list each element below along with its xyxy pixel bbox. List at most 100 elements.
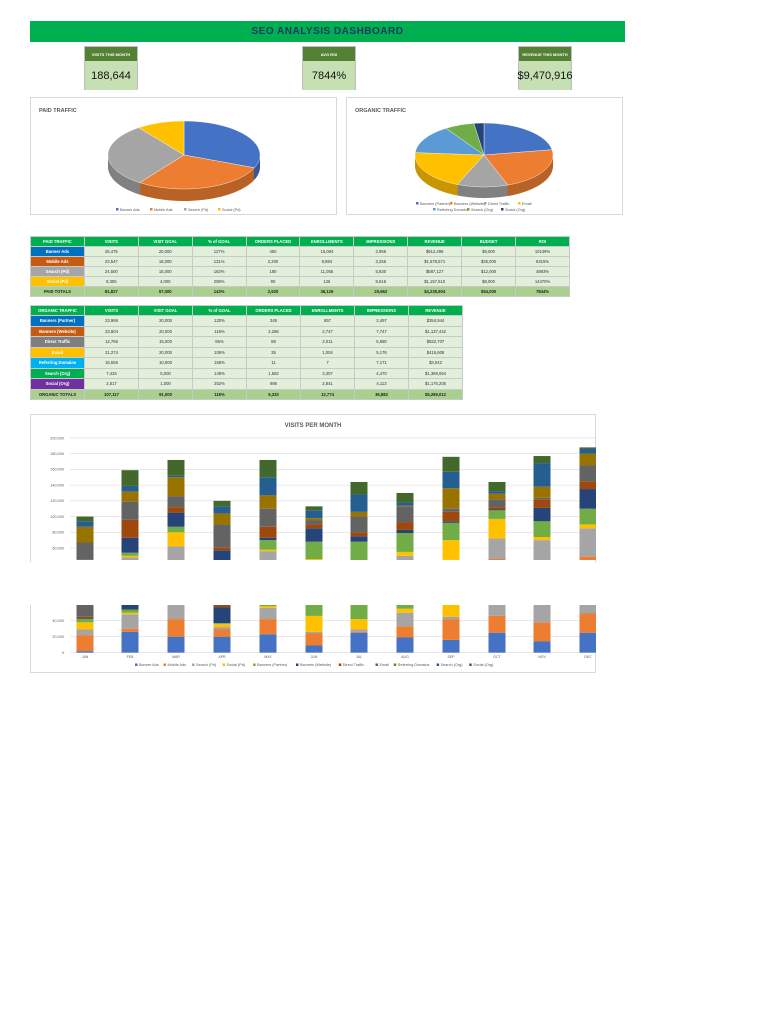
bar-segment-direct-traffic (305, 524, 323, 529)
table-cell: 9,864 (299, 256, 355, 267)
table-cell: 1,004 (300, 346, 355, 358)
bar-segment-banners-website- (121, 537, 139, 553)
legend-label: Banner Ads (120, 208, 140, 212)
kpi-visits-this-month: VISITS THIS MONTH 188,644 (84, 46, 138, 90)
table-cell: 5,680 (354, 336, 409, 348)
legend-swatch (135, 663, 138, 666)
table-cell: 15,556 (84, 357, 139, 369)
bar-segment-social-pd- (396, 551, 414, 556)
kpi-value: 7844% (303, 61, 355, 90)
table-cell: 2,200 (245, 256, 301, 267)
bar-segment-search-pd- (259, 607, 277, 620)
y-tick-label: 0 (62, 651, 64, 655)
table-cell: 20,000 (138, 315, 193, 327)
bar-segment-mobile-ads (396, 626, 414, 638)
table-cell: 118% (192, 388, 247, 400)
bar-segment-banners-website- (167, 512, 185, 527)
bar-segment-direct-traffic (213, 547, 231, 551)
legend-swatch (433, 208, 436, 211)
row-label: Direct Traffic (30, 336, 85, 348)
table-cell: 127% (191, 246, 247, 257)
bar-segment-banners-partner- (167, 526, 185, 533)
legend-swatch (222, 663, 226, 666)
bar-segment-social-org- (76, 516, 94, 522)
legend-swatch (192, 663, 195, 666)
table-cell: 8,616 (353, 276, 409, 287)
table-cell: $1,578,671 (407, 256, 463, 267)
y-tick-label: 20,000 (52, 635, 64, 639)
bar-segment-search-org- (350, 494, 368, 512)
bar-segment-banner-ads (442, 639, 460, 653)
bar-segment-referring-domains (167, 477, 185, 497)
bar-segment-search-pd- (396, 555, 414, 560)
column-header: ROI (515, 236, 570, 247)
legend-swatch (375, 663, 378, 666)
row-label: Banners (Website) (30, 325, 85, 337)
table-cell: $3,042 (408, 357, 463, 369)
bar-segment-mobile-ads (121, 628, 139, 632)
bar-segment-email (396, 506, 414, 523)
bar-segment-banners-partner- (350, 541, 368, 560)
legend-swatch (484, 202, 487, 205)
bar-segment-email (442, 508, 460, 512)
bar-segment-email (76, 542, 94, 560)
bar-segment-banners-partner- (259, 605, 277, 607)
bar-segment-direct-traffic (213, 605, 231, 608)
legend-label: Mobile Ads (154, 208, 173, 212)
column-header: % of GOAL (191, 236, 247, 247)
x-tick-label: MAR (172, 655, 180, 659)
bar-segment-banners-website- (305, 528, 323, 542)
bar-segment-mobile-ads (76, 635, 94, 652)
bar-segment-search-org- (396, 502, 414, 506)
table-cell: $1,157,610 (407, 276, 463, 287)
table-cell: 91,000 (138, 388, 193, 400)
bar-segment-banners-website- (350, 536, 368, 542)
bar-segment-mobile-ads (579, 613, 596, 633)
bar-segment-referring-domains (488, 493, 506, 500)
x-tick-label: DEC (584, 655, 592, 659)
bar-segment-search-org- (442, 471, 460, 489)
bar-segment-search-pd- (350, 629, 368, 632)
row-label: ORGANIC TOTALS (30, 388, 85, 400)
column-header: REVENUE (408, 305, 463, 316)
kpi-label: VISITS THIS MONTH (85, 47, 137, 61)
table-cell: 107,117 (84, 388, 139, 400)
bar-segment-direct-traffic (350, 532, 368, 537)
table-cell: 2,011 (300, 336, 355, 348)
table-cell: 163% (191, 266, 247, 277)
bar-segment-mobile-ads (488, 615, 506, 633)
bar-segment-referring-domains (213, 513, 231, 525)
table-cell: 20,000 (138, 325, 193, 337)
bar-segment-direct-traffic (442, 511, 460, 522)
bar-segment-direct-traffic (167, 507, 185, 513)
bar-segment-referring-domains (350, 511, 368, 517)
bar-segment-banners-partner- (350, 605, 368, 620)
bar-segment-social-pd- (533, 536, 551, 541)
bar-segment-social-pd- (396, 608, 414, 613)
column-header: ENROLLMENTS (300, 305, 355, 316)
table-cell: 252% (192, 378, 247, 390)
bar-segment-social-pd- (167, 532, 185, 547)
x-tick-label: NOV (538, 655, 546, 659)
table-cell: 15,084 (299, 246, 355, 257)
table-cell: 6315% (515, 256, 570, 267)
table-cell: 85% (192, 336, 247, 348)
table-cell: 126 (299, 276, 355, 287)
bar-segment-search-org- (259, 477, 277, 496)
table-cell: 156% (192, 357, 247, 369)
bar-segment-mobile-ads (259, 619, 277, 635)
table-cell: 4893% (515, 266, 570, 277)
table-cell: 3,256 (353, 256, 409, 267)
y-tick-label: 120,000 (50, 499, 64, 503)
legend-swatch (469, 663, 472, 666)
table-cell: 18,000 (137, 256, 193, 267)
table-cell: $5,289,012 (408, 388, 463, 400)
legend-label: Banners (Website) (300, 663, 332, 667)
legend-swatch (450, 202, 453, 205)
bar-segment-mobile-ads (533, 622, 551, 642)
legend-swatch (116, 208, 119, 211)
kpi-value: 188,644 (85, 61, 137, 90)
bar-segment-banner-ads (259, 634, 277, 653)
bar-segment-mobile-ads (488, 559, 506, 560)
x-tick-label: JAN (82, 655, 89, 659)
